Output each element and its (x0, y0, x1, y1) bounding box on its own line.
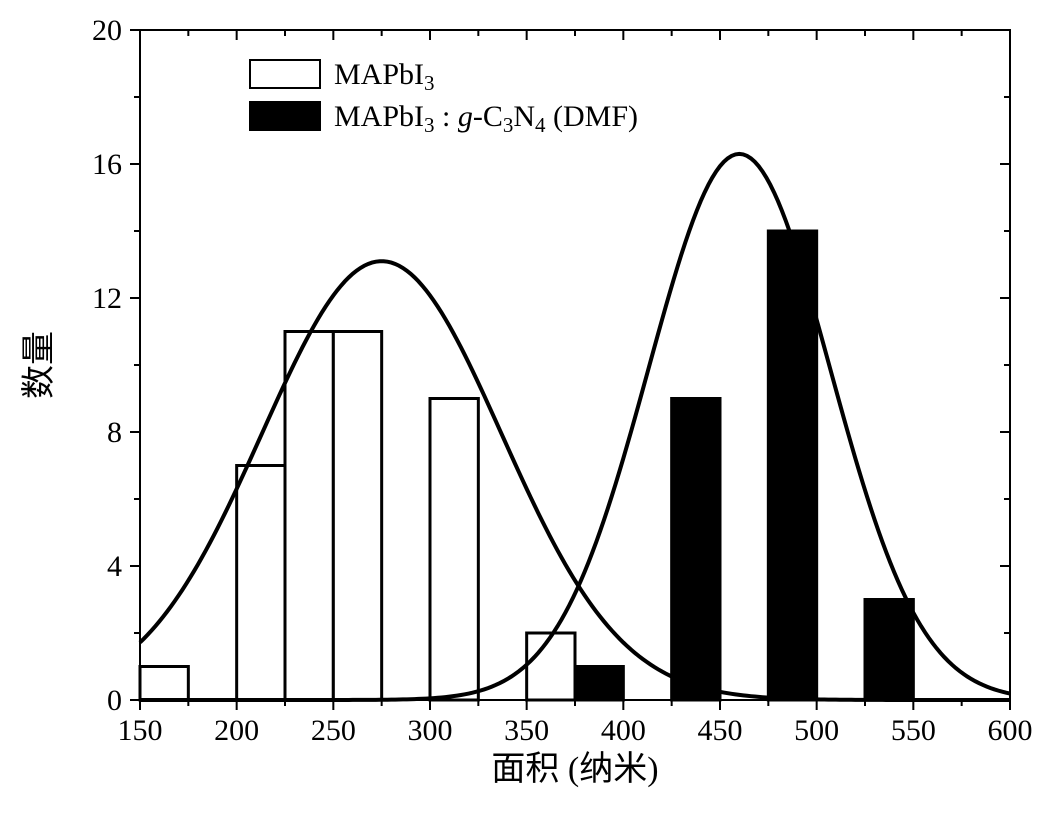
legend-label: MAPbI3 : g-C3N4 (DMF) (334, 100, 638, 137)
x-tick-label: 250 (311, 714, 356, 747)
histogram-bar (237, 466, 285, 701)
x-tick-label: 500 (794, 714, 839, 747)
y-tick-label: 8 (107, 416, 122, 449)
histogram-bar (865, 600, 913, 701)
y-tick-label: 20 (92, 14, 122, 47)
histogram-bar (575, 667, 623, 701)
x-tick-label: 600 (988, 714, 1033, 747)
histogram-bar (140, 667, 188, 701)
x-tick-label: 150 (118, 714, 163, 747)
x-tick-label: 550 (891, 714, 936, 747)
histogram-bar (527, 633, 575, 700)
x-tick-label: 300 (408, 714, 453, 747)
x-tick-label: 200 (214, 714, 259, 747)
y-axis-label: 数量 (20, 331, 58, 399)
x-tick-label: 350 (504, 714, 549, 747)
x-tick-label: 400 (601, 714, 646, 747)
y-tick-label: 0 (107, 684, 122, 717)
x-axis-label: 面积 (纳米) (491, 750, 658, 788)
y-tick-label: 16 (92, 148, 122, 181)
histogram-bar (333, 332, 381, 701)
histogram-chart: 150 200 250 300 350 400 450 500 550 600 0 4 8 12 16 20 面… (0, 0, 1058, 818)
legend-swatch (250, 60, 320, 88)
x-tick-label: 450 (698, 714, 743, 747)
y-tick-label: 4 (107, 550, 122, 583)
histogram-bar (430, 399, 478, 701)
legend-swatch (250, 102, 320, 130)
histogram-bar (285, 332, 333, 701)
y-tick-label: 12 (92, 282, 122, 315)
legend-label: MAPbI3 (334, 58, 435, 95)
chart-svg: 150 200 250 300 350 400 450 500 550 600 0 4 8 12 16 20 面… (0, 0, 1058, 818)
histogram-bar (672, 399, 720, 701)
